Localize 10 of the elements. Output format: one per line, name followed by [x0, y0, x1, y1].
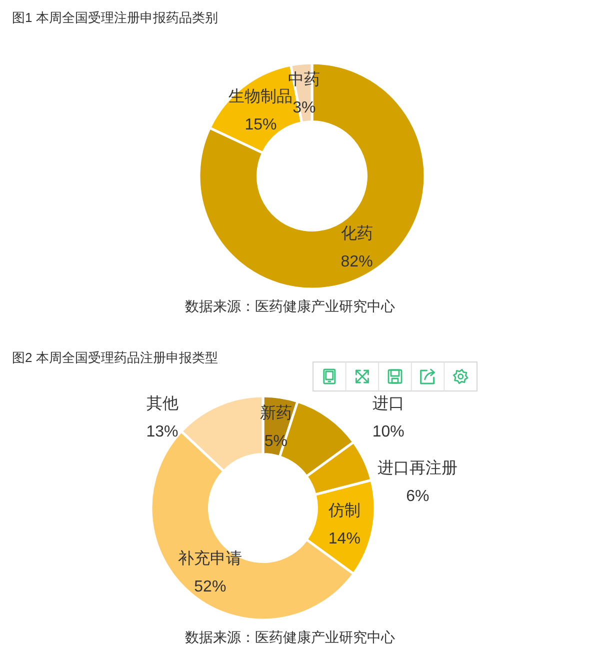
label: 仿制 — [328, 502, 360, 520]
annotation: 数据来源：医药健康产业研究中心 — [185, 629, 395, 645]
label: 其他 — [146, 395, 178, 412]
annotation: 数据来源：医药健康产业研究中心 — [185, 298, 395, 314]
label: 进口再注册 — [378, 460, 458, 477]
label: 进口 — [372, 396, 404, 413]
label: 化药 — [340, 225, 373, 242]
label: 补充申请 — [178, 550, 242, 568]
title: 图1 本周全国受理注册申报药品类别 — [12, 10, 218, 25]
title: 图2 本周全国受理药品注册申报类型 — [12, 350, 218, 365]
